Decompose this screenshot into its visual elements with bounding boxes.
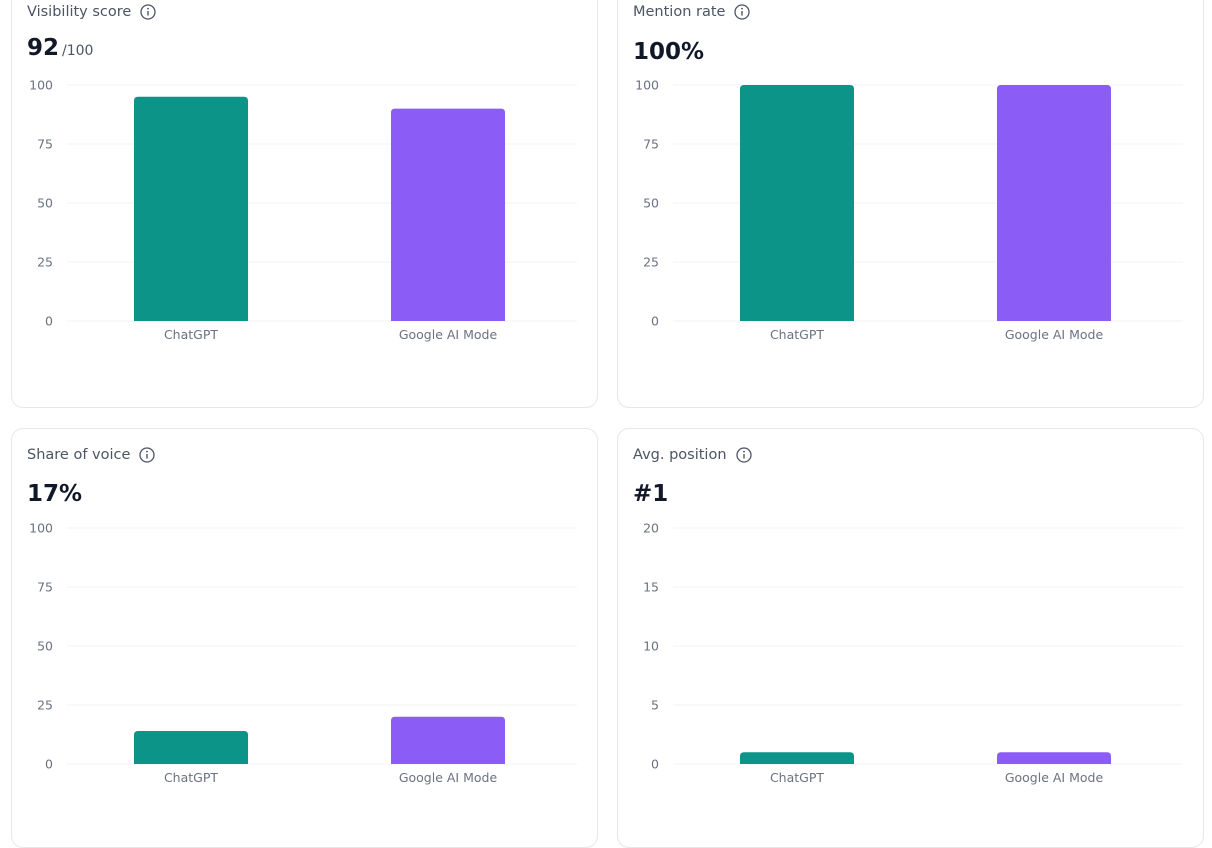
y-tick-label: 0 xyxy=(651,314,659,329)
y-tick-label: 0 xyxy=(651,757,659,772)
avg-position-card: Avg. position #1 0 5 10 15 20 ChatGPT Google A… xyxy=(617,428,1204,848)
bar-google-ai-mode[interactable] xyxy=(391,716,505,764)
x-category-label: Google AI Mode xyxy=(399,770,498,785)
bar-chatgpt[interactable] xyxy=(740,85,854,321)
y-tick-label: 25 xyxy=(643,255,659,270)
bar-chart-visibility: 0 25 50 75 100 ChatGPT Google AI Mode xyxy=(29,78,577,342)
x-category-label: Google AI Mode xyxy=(1005,770,1104,785)
bar-chart-position: 0 5 10 15 20 ChatGPT Google AI Mode xyxy=(643,521,1183,785)
y-tick-label: 75 xyxy=(643,137,659,152)
card-title: Share of voice xyxy=(27,447,131,463)
y-tick-label: 50 xyxy=(643,196,659,211)
mention-rate-card: Mention rate 100% 0 25 50 75 100 ChatGPT Googl… xyxy=(617,0,1204,408)
y-tick-label: 50 xyxy=(37,639,53,654)
bar-chart-share: 0 25 50 75 100 ChatGPT Google AI Mode xyxy=(29,521,577,785)
y-tick-label: 20 xyxy=(643,521,659,536)
y-tick-label: 100 xyxy=(635,78,659,93)
card-title: Mention rate xyxy=(633,4,726,20)
value-number: #1 xyxy=(633,481,669,507)
x-category-label: ChatGPT xyxy=(770,770,824,785)
bar-google-ai-mode[interactable] xyxy=(997,85,1111,321)
bar-chatgpt[interactable] xyxy=(134,96,248,321)
bar-google-ai-mode[interactable] xyxy=(997,752,1111,764)
y-tick-label: 15 xyxy=(643,580,659,595)
y-tick-label: 5 xyxy=(651,698,659,713)
card-header: Mention rate xyxy=(633,1,751,23)
card-value: 92 /100 xyxy=(27,33,93,66)
card-value: 17% xyxy=(27,479,82,509)
card-header: Share of voice xyxy=(27,444,156,466)
bar-chatgpt[interactable] xyxy=(134,730,248,764)
info-circle-icon[interactable] xyxy=(735,446,753,464)
y-tick-label: 100 xyxy=(29,521,53,536)
y-tick-label: 75 xyxy=(37,580,53,595)
visibility-score-card: Visibility score 92 /100 0 25 50 75 100 ChatG… xyxy=(11,0,598,408)
card-title: Avg. position xyxy=(633,447,727,463)
value-suffix: /100 xyxy=(62,43,94,59)
y-tick-label: 0 xyxy=(45,757,53,772)
x-category-label: Google AI Mode xyxy=(1005,327,1104,342)
card-title: Visibility score xyxy=(27,4,132,20)
bar-google-ai-mode[interactable] xyxy=(391,108,505,321)
y-tick-label: 10 xyxy=(643,639,659,654)
bar-chart-mention: 0 25 50 75 100 ChatGPT Google AI Mode xyxy=(635,78,1183,342)
x-category-label: Google AI Mode xyxy=(399,327,498,342)
x-category-label: ChatGPT xyxy=(164,327,218,342)
x-category-label: ChatGPT xyxy=(770,327,824,342)
share-of-voice-card: Share of voice 17% 0 25 50 75 100 ChatGPT Goog… xyxy=(11,428,598,848)
y-tick-label: 25 xyxy=(37,698,53,713)
y-tick-label: 50 xyxy=(37,196,53,211)
value-number: 100% xyxy=(633,39,705,65)
info-circle-icon[interactable] xyxy=(138,446,156,464)
card-header: Visibility score xyxy=(27,1,157,23)
value-number: 92 xyxy=(27,35,60,61)
y-tick-label: 0 xyxy=(45,314,53,329)
y-tick-label: 25 xyxy=(37,255,53,270)
card-header: Avg. position xyxy=(633,444,753,466)
value-number: 17% xyxy=(27,481,83,507)
card-value: #1 xyxy=(633,479,668,509)
y-tick-label: 100 xyxy=(29,78,53,93)
card-value: 100% xyxy=(633,37,704,67)
info-circle-icon[interactable] xyxy=(139,3,157,21)
info-circle-icon[interactable] xyxy=(733,3,751,21)
bar-chatgpt[interactable] xyxy=(740,752,854,764)
y-tick-label: 75 xyxy=(37,137,53,152)
x-category-label: ChatGPT xyxy=(164,770,218,785)
